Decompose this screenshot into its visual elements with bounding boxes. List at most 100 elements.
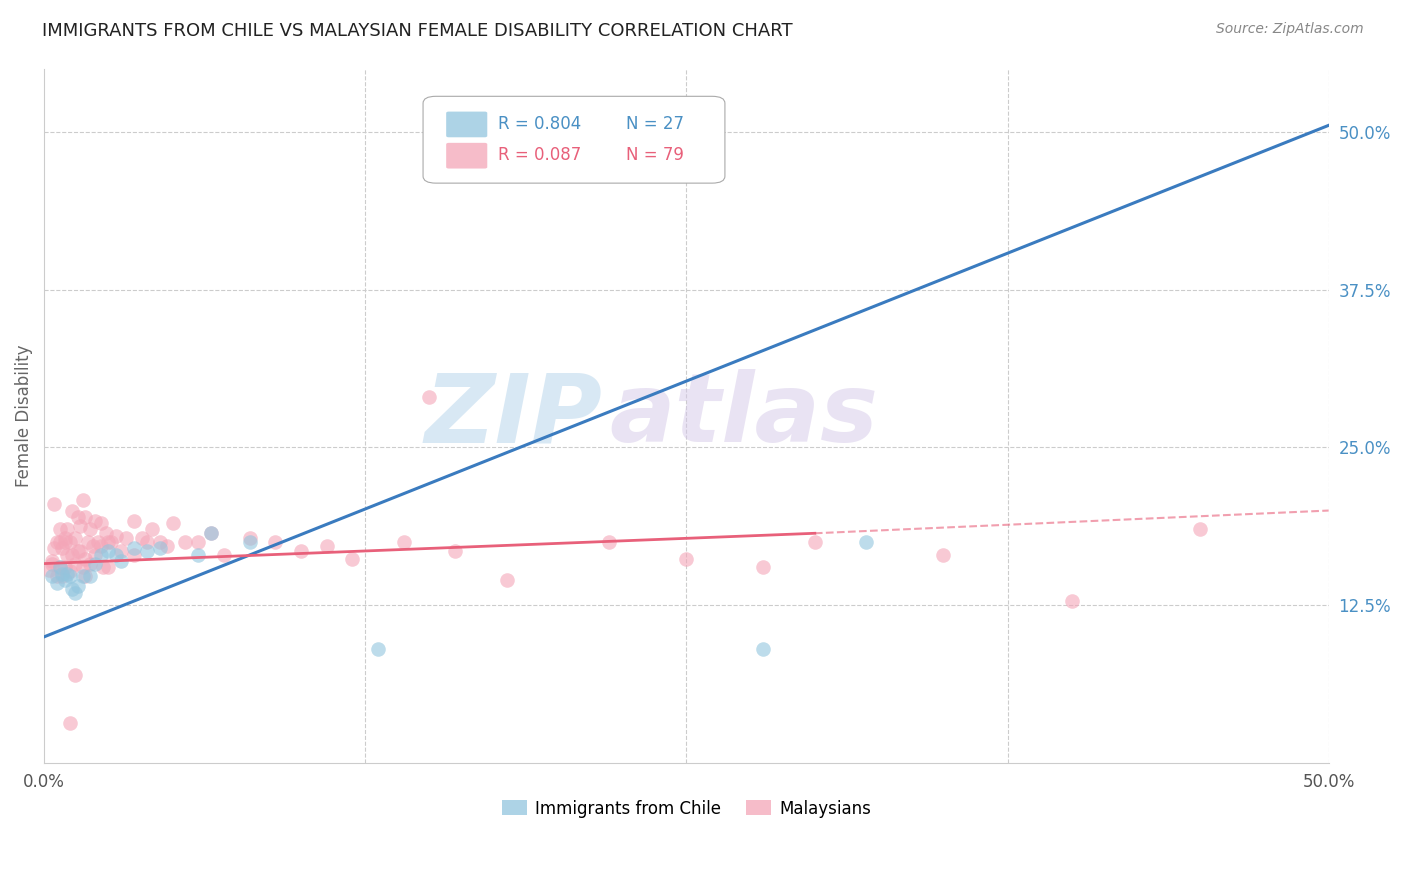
Point (79, 557, 101, 571)
Legend: Immigrants from Chile, Malaysians: Immigrants from Chile, Malaysians (495, 793, 877, 824)
Point (66, 579, 89, 593)
Point (90, 548, 112, 562)
Point (162, 516, 184, 531)
Point (97, 535, 120, 549)
Point (392, 535, 415, 549)
Point (804, 535, 827, 549)
Point (264, 535, 287, 549)
Point (94, 526, 117, 541)
Point (66, 544, 89, 558)
Point (91, 560, 114, 574)
Point (56, 523, 79, 537)
Point (72, 493, 94, 508)
Text: IMMIGRANTS FROM CHILE VS MALAYSIAN FEMALE DISABILITY CORRELATION CHART: IMMIGRANTS FROM CHILE VS MALAYSIAN FEMAL… (42, 22, 793, 40)
Point (90, 539, 112, 553)
Point (212, 548, 235, 562)
Point (156, 539, 179, 553)
Point (149, 541, 172, 556)
Point (122, 514, 145, 528)
Point (53, 560, 76, 574)
Point (44, 541, 66, 556)
Point (46, 535, 69, 549)
Point (46, 575, 69, 590)
Point (56, 548, 79, 562)
FancyBboxPatch shape (423, 96, 725, 183)
Point (63, 532, 86, 546)
Point (1189, 523, 1212, 537)
Point (51, 569, 73, 583)
Text: N = 79: N = 79 (626, 146, 683, 164)
Point (72, 560, 94, 574)
Point (97, 544, 120, 558)
Point (69, 544, 91, 558)
Point (122, 548, 145, 562)
Point (675, 551, 697, 566)
Point (315, 539, 337, 553)
Point (48, 535, 70, 549)
FancyBboxPatch shape (446, 143, 488, 169)
Point (200, 526, 222, 541)
Point (110, 554, 132, 568)
Point (84, 514, 107, 528)
Point (63, 667, 86, 681)
Point (752, 560, 775, 574)
Point (122, 541, 145, 556)
Point (239, 535, 262, 549)
Point (444, 544, 467, 558)
Point (187, 548, 209, 562)
Point (84, 557, 107, 571)
Point (200, 526, 222, 541)
Point (290, 544, 312, 558)
Point (48, 560, 70, 574)
Point (76, 535, 98, 549)
Point (46, 569, 69, 583)
Point (75, 569, 97, 583)
Point (79, 569, 101, 583)
Point (90, 516, 112, 531)
Point (105, 548, 128, 562)
Point (84, 548, 107, 562)
Point (135, 535, 157, 549)
Point (75, 509, 97, 524)
Point (48, 523, 70, 537)
Point (495, 573, 517, 587)
Point (855, 535, 877, 549)
Point (63, 585, 86, 599)
Text: N = 27: N = 27 (626, 115, 683, 133)
Point (367, 642, 389, 657)
Point (60, 503, 83, 517)
Text: R = 0.804: R = 0.804 (498, 115, 581, 133)
Point (87, 535, 110, 549)
Point (131, 532, 153, 546)
Point (187, 535, 209, 549)
Point (53, 532, 76, 546)
Text: Source: ZipAtlas.com: Source: ZipAtlas.com (1216, 22, 1364, 37)
Text: ZIP: ZIP (425, 369, 603, 462)
Point (598, 535, 620, 549)
Point (110, 544, 132, 558)
Point (44, 497, 66, 511)
Point (63, 557, 86, 571)
Point (100, 535, 122, 549)
Text: R = 0.087: R = 0.087 (498, 146, 581, 164)
Point (60, 548, 83, 562)
Point (932, 548, 955, 562)
Y-axis label: Female Disability: Female Disability (15, 344, 32, 487)
Point (66, 509, 89, 524)
Point (60, 582, 83, 596)
Point (82, 539, 104, 553)
Point (56, 566, 79, 581)
FancyBboxPatch shape (446, 112, 488, 137)
Point (115, 532, 138, 546)
Text: atlas: atlas (609, 369, 879, 462)
Point (59, 535, 82, 549)
Point (41, 569, 63, 583)
Point (141, 523, 163, 537)
Point (149, 535, 172, 549)
Point (51, 541, 73, 556)
Point (418, 390, 440, 404)
Point (59, 715, 82, 730)
Point (174, 535, 197, 549)
Point (97, 560, 120, 574)
Point (135, 544, 157, 558)
